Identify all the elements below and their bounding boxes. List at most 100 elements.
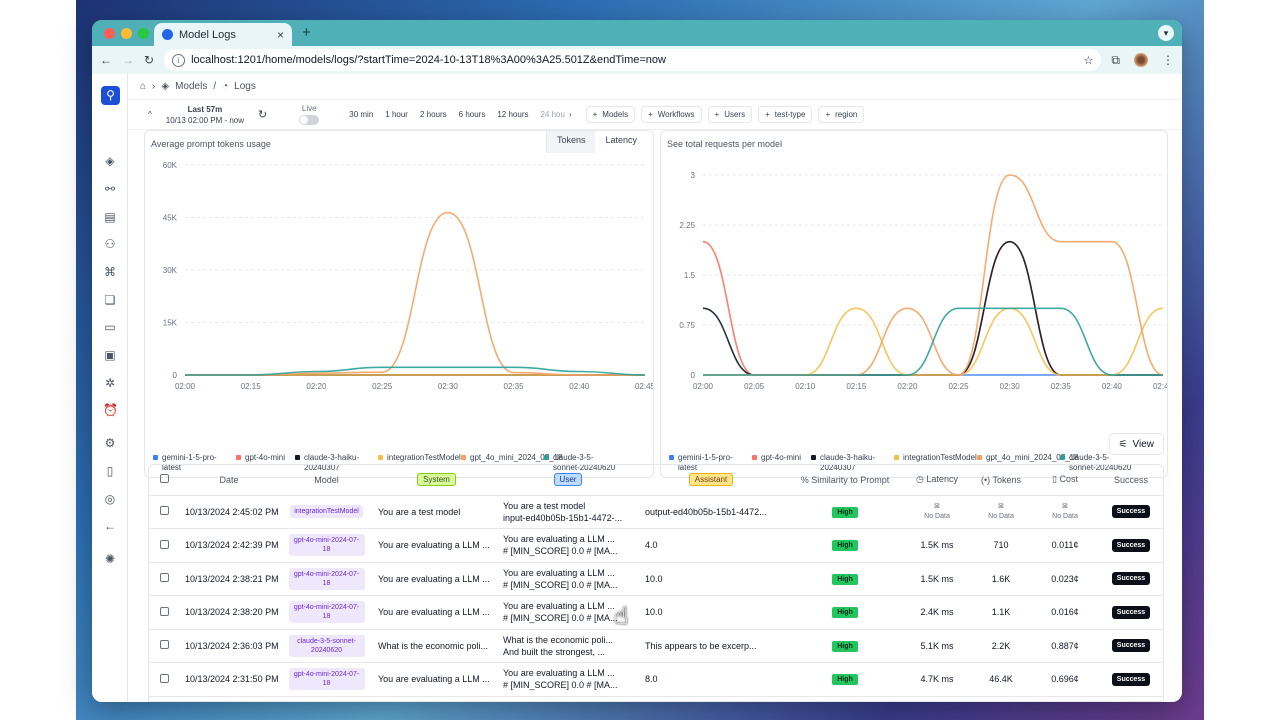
time-preset[interactable]: 2 hours xyxy=(419,110,447,119)
browser-tab[interactable]: Model Logs × xyxy=(154,23,292,46)
filter-workflows-button[interactable]: + Workflows xyxy=(641,106,702,123)
filter-models-button[interactable]: + Models xyxy=(585,106,636,123)
documents-icon[interactable]: ❏ xyxy=(104,293,116,307)
header-model[interactable]: Model xyxy=(279,465,374,496)
integrations-icon[interactable]: ⌘ xyxy=(104,265,116,279)
table-row[interactable]: 10/13/2024 2:38:20 PM gpt-4o-mini-2024-0… xyxy=(149,595,1163,630)
database-icon[interactable]: ▤ xyxy=(104,210,116,224)
browser-menu-icon[interactable]: ⋮ xyxy=(1162,53,1174,67)
filter-users-button[interactable]: + Users xyxy=(707,106,753,123)
row-model-pill[interactable]: claude-3-5-sonnet-20240620 xyxy=(288,634,365,657)
legend-item[interactable]: integrationTestModel xyxy=(378,453,461,463)
breadcrumb-models[interactable]: Models xyxy=(175,81,208,92)
refresh-icon[interactable]: ↻ xyxy=(258,109,268,121)
legend-item[interactable]: gpt_4o_mini_2024_07_18 xyxy=(977,453,1079,463)
scroll-right-chevron-icon[interactable]: › xyxy=(568,110,572,119)
legend-label: gpt-4o-mini xyxy=(761,453,802,462)
home-icon[interactable]: ⌂ xyxy=(140,81,147,92)
time-preset[interactable]: 12 hours xyxy=(497,110,529,119)
maximize-window-button[interactable] xyxy=(138,28,149,39)
time-preset[interactable]: 1 hour xyxy=(385,110,408,119)
filter-test-type-button[interactable]: + test-type xyxy=(758,106,813,123)
extensions-icon[interactable]: ⧉ xyxy=(1111,52,1120,67)
close-window-button[interactable] xyxy=(104,28,115,39)
live-toggle-group: Live xyxy=(299,104,320,125)
tokens-tab[interactable]: Tokens xyxy=(546,131,596,153)
alerts-icon[interactable]: ⏰ xyxy=(103,403,118,417)
row-model-pill[interactable]: gpt-4o-mini-2024-07-18 xyxy=(288,567,365,590)
breadcrumb: ⌂ › ◈ Models / ◔ Logs xyxy=(128,74,1182,100)
workflows-icon[interactable]: ⚯ xyxy=(104,182,116,196)
bookmark-star-icon[interactable]: ☆ xyxy=(1083,54,1094,67)
table-row[interactable]: 10/13/2024 2:31:50 PM gpt-4o-mini-2024-0… xyxy=(149,662,1163,697)
time-preset[interactable]: 6 hours xyxy=(458,110,486,119)
app-logo-icon[interactable]: ⚲ xyxy=(101,86,120,105)
legend-item[interactable]: gpt-4o-mini xyxy=(752,453,801,463)
tab-list-chevron-icon[interactable]: ▾ xyxy=(1158,25,1174,41)
row-checkbox[interactable] xyxy=(159,640,169,650)
models-icon[interactable]: ◈ xyxy=(105,154,115,168)
header-assistant[interactable]: Assistant xyxy=(688,473,734,487)
collapse-arrow-icon[interactable]: ← xyxy=(104,519,116,533)
tab-close-icon[interactable]: × xyxy=(276,27,284,42)
row-checkbox[interactable] xyxy=(159,506,169,516)
docs-book-icon[interactable]: ▯ xyxy=(106,464,114,478)
legend-item[interactable]: integrationTestModel xyxy=(894,453,977,463)
users-icon[interactable]: ⚇ xyxy=(104,237,116,251)
header-cost[interactable]: Cost xyxy=(1059,474,1078,485)
header-success[interactable]: Success xyxy=(1097,465,1163,496)
back-icon[interactable]: ← xyxy=(100,53,112,67)
terminal-icon[interactable]: ▣ xyxy=(104,348,116,362)
row-model-pill[interactable]: gpt-4o-mini-2024-07-18 xyxy=(288,534,365,557)
series-line-4[interactable] xyxy=(185,211,645,376)
minimize-window-button[interactable] xyxy=(121,28,132,39)
row-similarity-badge: High xyxy=(832,540,858,552)
row-checkbox[interactable] xyxy=(159,539,169,549)
header-system[interactable]: System xyxy=(417,473,456,487)
legend-item[interactable]: gpt_4o_mini_2024_07_18 xyxy=(461,453,563,463)
table-row[interactable]: 10/13/2024 2:45:02 PM integrationTestMod… xyxy=(149,495,1163,529)
settings-icon[interactable]: ⚙ xyxy=(104,436,116,450)
breadcrumb-logs[interactable]: Logs xyxy=(234,81,256,92)
row-similarity-badge: High xyxy=(832,607,858,619)
series-line-1[interactable] xyxy=(702,240,1163,376)
row-model-pill[interactable]: gpt-4o-mini-2024-07-18 xyxy=(288,668,365,691)
filter-label: region xyxy=(835,110,858,119)
row-checkbox[interactable] xyxy=(159,573,169,583)
address-bar[interactable]: i localhost:1201/home/models/logs/?start… xyxy=(164,49,1102,71)
header-user[interactable]: User xyxy=(553,473,583,487)
header-similarity[interactable]: Similarity to Prompt xyxy=(811,474,890,485)
filter-region-button[interactable]: + region xyxy=(818,106,865,123)
series-line-5[interactable] xyxy=(703,307,1163,376)
date-range-picker[interactable]: Last 57m 10/13 02:00 PM - now xyxy=(166,104,244,126)
header-date[interactable]: Date xyxy=(179,465,279,496)
x-tick-label: 02:05 xyxy=(744,382,765,391)
collapse-chevron-icon[interactable]: ^ xyxy=(148,110,152,119)
profile-avatar[interactable] xyxy=(1134,53,1148,67)
support-icon[interactable]: ◎ xyxy=(104,492,116,506)
row-model-pill[interactable]: gpt-4o-mini-2024-07-18 xyxy=(288,601,365,624)
view-button[interactable]: ⚟ View xyxy=(1108,433,1164,455)
header-tokens[interactable]: Tokens xyxy=(992,474,1022,485)
header-latency[interactable]: Latency xyxy=(926,474,958,485)
latency-tab[interactable]: Latency xyxy=(605,135,637,145)
table-row[interactable]: 10/13/2024 2:38:21 PM gpt-4o-mini-2024-0… xyxy=(149,562,1163,596)
legend-item[interactable]: gpt-4o-mini xyxy=(236,453,285,463)
row-checkbox[interactable] xyxy=(159,606,169,616)
table-row[interactable]: 10/13/2024 2:36:03 PM claude-3-5-sonnet-… xyxy=(149,629,1163,663)
time-preset[interactable]: 24 hou xyxy=(540,110,565,119)
row-model-pill[interactable]: integrationTestModel xyxy=(290,505,363,519)
live-toggle[interactable] xyxy=(299,115,320,125)
select-all-checkbox[interactable] xyxy=(159,474,169,484)
forward-icon[interactable]: → xyxy=(122,53,134,67)
series-line-5[interactable] xyxy=(185,366,646,376)
row-checkbox[interactable] xyxy=(159,673,169,683)
site-info-icon[interactable]: i xyxy=(172,53,186,67)
table-row[interactable]: 10/13/2024 2:42:39 PM gpt-4o-mini-2024-0… xyxy=(149,528,1163,563)
new-tab-icon[interactable]: + xyxy=(302,24,311,41)
series-line-2[interactable] xyxy=(702,240,1163,376)
time-preset[interactable]: 30 min xyxy=(349,110,374,119)
reload-icon[interactable]: ↻ xyxy=(144,53,155,67)
messages-icon[interactable]: ▭ xyxy=(104,320,116,334)
bug-icon[interactable]: ✲ xyxy=(104,376,116,390)
